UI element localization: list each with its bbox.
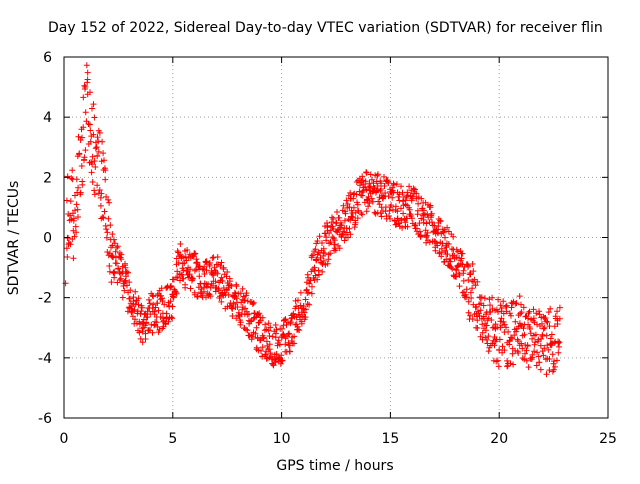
- y-tick-label: -4: [38, 351, 52, 367]
- chart-title: Day 152 of 2022, Sidereal Day-to-day VTE…: [48, 20, 603, 36]
- y-tick-label: -6: [38, 411, 52, 427]
- y-axis-label: SDTVAR / TECUs: [6, 181, 22, 296]
- y-tick-label: 0: [43, 231, 52, 247]
- x-tick-label: 15: [381, 431, 399, 447]
- y-tick-label: 2: [43, 170, 52, 186]
- x-tick-label: 20: [490, 431, 508, 447]
- x-tick-label: 5: [168, 431, 177, 447]
- data-points: [62, 62, 563, 378]
- grid-lines: [64, 57, 608, 418]
- axes: 0 5 10 15 20 25 -6 -4 -2 0 2 4 6: [38, 50, 617, 447]
- x-tick-label: 10: [273, 431, 291, 447]
- y-tick-label: 6: [43, 50, 52, 66]
- x-axis-label: GPS time / hours: [276, 458, 393, 474]
- y-tick-label: 4: [43, 110, 52, 126]
- x-tick-label: 0: [60, 431, 69, 447]
- y-tick-label: -2: [38, 291, 52, 307]
- x-tick-label: 25: [599, 431, 617, 447]
- series-markers: [62, 62, 563, 378]
